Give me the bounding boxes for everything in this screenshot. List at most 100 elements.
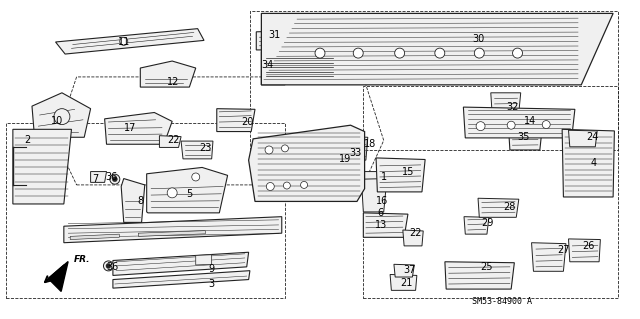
Circle shape xyxy=(167,188,177,198)
Polygon shape xyxy=(147,167,228,213)
Polygon shape xyxy=(248,125,365,201)
Circle shape xyxy=(284,182,291,189)
Text: 18: 18 xyxy=(364,139,376,149)
Text: 8: 8 xyxy=(137,196,143,206)
Text: 36: 36 xyxy=(105,172,117,182)
Text: 2: 2 xyxy=(24,136,30,145)
Polygon shape xyxy=(261,13,613,85)
Text: 17: 17 xyxy=(124,123,136,133)
Circle shape xyxy=(104,261,113,271)
Polygon shape xyxy=(256,31,287,50)
Text: 21: 21 xyxy=(400,278,412,288)
Text: 23: 23 xyxy=(199,143,211,153)
Text: 35: 35 xyxy=(518,132,530,142)
Text: 22: 22 xyxy=(410,228,422,238)
Text: 13: 13 xyxy=(375,219,387,230)
Polygon shape xyxy=(390,274,417,290)
Polygon shape xyxy=(364,213,408,237)
Polygon shape xyxy=(464,217,489,234)
Polygon shape xyxy=(196,255,212,265)
Polygon shape xyxy=(48,262,68,292)
Text: 9: 9 xyxy=(209,264,215,274)
Polygon shape xyxy=(463,107,575,138)
Circle shape xyxy=(266,182,275,190)
Circle shape xyxy=(435,48,445,58)
Polygon shape xyxy=(357,172,384,182)
Circle shape xyxy=(301,182,308,189)
Bar xyxy=(6,123,285,298)
Text: 10: 10 xyxy=(51,116,63,126)
Circle shape xyxy=(113,177,117,182)
Circle shape xyxy=(54,109,70,125)
Polygon shape xyxy=(43,132,64,137)
Polygon shape xyxy=(13,129,72,204)
Text: 24: 24 xyxy=(586,132,599,142)
Polygon shape xyxy=(319,155,340,167)
Circle shape xyxy=(192,173,200,181)
Text: 14: 14 xyxy=(524,116,536,126)
Circle shape xyxy=(265,146,273,154)
Polygon shape xyxy=(508,119,543,150)
Polygon shape xyxy=(376,158,425,192)
Polygon shape xyxy=(568,130,597,147)
Text: 11: 11 xyxy=(118,37,130,47)
Text: 19: 19 xyxy=(339,154,351,165)
Polygon shape xyxy=(140,61,196,87)
Polygon shape xyxy=(562,129,614,197)
Polygon shape xyxy=(104,113,172,144)
Polygon shape xyxy=(121,179,145,222)
Text: 6: 6 xyxy=(378,209,383,219)
Text: 25: 25 xyxy=(481,262,493,272)
Text: 32: 32 xyxy=(506,102,518,112)
Circle shape xyxy=(353,48,364,58)
Polygon shape xyxy=(138,231,205,236)
Circle shape xyxy=(542,121,550,129)
Text: 20: 20 xyxy=(241,117,253,127)
Polygon shape xyxy=(91,172,106,182)
Polygon shape xyxy=(113,271,250,288)
Circle shape xyxy=(315,48,325,58)
Polygon shape xyxy=(568,239,600,262)
Polygon shape xyxy=(394,264,414,277)
Text: 33: 33 xyxy=(349,147,362,158)
Text: 1: 1 xyxy=(381,172,387,182)
Text: 28: 28 xyxy=(504,202,516,211)
Text: 22: 22 xyxy=(167,136,180,145)
Polygon shape xyxy=(478,198,519,217)
Polygon shape xyxy=(70,234,119,240)
Polygon shape xyxy=(32,93,91,137)
Circle shape xyxy=(513,48,522,58)
Polygon shape xyxy=(261,51,288,85)
Text: 26: 26 xyxy=(582,241,595,251)
Polygon shape xyxy=(56,29,204,54)
Text: 7: 7 xyxy=(93,174,99,183)
Text: 30: 30 xyxy=(472,34,484,44)
Text: 29: 29 xyxy=(481,218,493,228)
Circle shape xyxy=(282,145,289,152)
Polygon shape xyxy=(113,252,248,275)
Text: SM53-84900 A: SM53-84900 A xyxy=(472,297,532,306)
Polygon shape xyxy=(159,136,181,147)
Text: 37: 37 xyxy=(403,265,415,275)
Text: 34: 34 xyxy=(262,60,274,70)
Text: 36: 36 xyxy=(106,262,118,272)
Bar xyxy=(364,86,618,298)
Text: 31: 31 xyxy=(268,30,280,40)
Polygon shape xyxy=(403,230,423,246)
Polygon shape xyxy=(217,109,255,131)
Text: 16: 16 xyxy=(376,196,388,206)
Text: 3: 3 xyxy=(209,279,215,289)
Circle shape xyxy=(110,174,120,184)
Circle shape xyxy=(507,121,515,129)
Polygon shape xyxy=(491,93,521,113)
Polygon shape xyxy=(64,217,282,243)
Circle shape xyxy=(120,37,128,45)
Polygon shape xyxy=(445,262,515,289)
Polygon shape xyxy=(362,179,387,212)
Polygon shape xyxy=(344,137,368,160)
Text: 27: 27 xyxy=(557,245,570,255)
Circle shape xyxy=(474,48,484,58)
Circle shape xyxy=(106,263,111,268)
Bar xyxy=(250,11,618,150)
Circle shape xyxy=(476,122,485,131)
